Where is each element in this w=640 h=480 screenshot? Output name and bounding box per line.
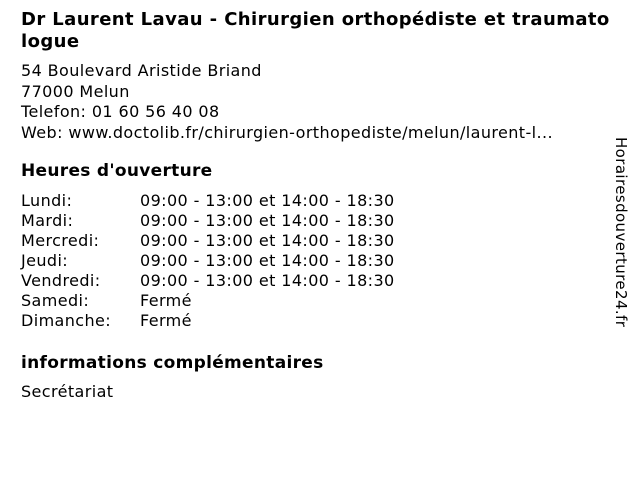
phone-number: 01 60 56 40 08 bbox=[91, 102, 220, 121]
day-label: Mercredi: bbox=[21, 231, 100, 250]
phone-line: Telefon: 01 60 56 40 08 bbox=[21, 102, 553, 123]
web-label: Web: bbox=[21, 122, 63, 142]
day-label: Samedi: bbox=[21, 291, 90, 310]
day-hours: 09:00 - 13:00 et 14:00 - 18:30 bbox=[140, 251, 395, 270]
hours-row-wednesday: Mercredi: 09:00 - 13:00 et 14:00 - 18:30 bbox=[21, 231, 395, 251]
day-hours: 09:00 - 13:00 et 14:00 - 18:30 bbox=[140, 191, 395, 210]
web-line: Web: www.doctolib.fr/chirurgien-orthoped… bbox=[21, 123, 553, 144]
extra-info-text: Secrétariat bbox=[21, 382, 114, 401]
day-hours: Fermé bbox=[140, 291, 192, 310]
hours-row-tuesday: Mardi: 09:00 - 13:00 et 14:00 - 18:30 bbox=[21, 211, 395, 231]
hours-row-monday: Lundi: 09:00 - 13:00 et 14:00 - 18:30 bbox=[21, 191, 395, 211]
day-label: Jeudi: bbox=[21, 251, 69, 270]
day-hours: 09:00 - 13:00 et 14:00 - 18:30 bbox=[140, 231, 395, 250]
website-url[interactable]: www.doctolib.fr/chirurgien-orthopediste/… bbox=[68, 122, 553, 142]
day-hours: 09:00 - 13:00 et 14:00 - 18:30 bbox=[140, 211, 395, 230]
day-label: Lundi: bbox=[21, 191, 73, 210]
hours-heading: Heures d'ouverture bbox=[21, 161, 213, 181]
day-label: Mardi: bbox=[21, 211, 74, 230]
page-title: Dr Laurent Lavau - Chirurgien orthopédis… bbox=[21, 9, 610, 52]
address-line-2: 77000 Melun bbox=[21, 81, 130, 101]
extra-info-heading: informations complémentaires bbox=[21, 353, 324, 373]
day-label: Vendredi: bbox=[21, 271, 101, 290]
day-hours: 09:00 - 13:00 et 14:00 - 18:30 bbox=[140, 271, 395, 290]
hours-table: Lundi: 09:00 - 13:00 et 14:00 - 18:30 Ma… bbox=[21, 191, 395, 331]
address-line-1: 54 Boulevard Aristide Briand bbox=[21, 61, 262, 80]
watermark-site-name: Horairesdouverture24.fr bbox=[612, 137, 630, 328]
hours-row-thursday: Jeudi: 09:00 - 13:00 et 14:00 - 18:30 bbox=[21, 251, 395, 271]
contact-block: 54 Boulevard Aristide Briand 77000 Melun… bbox=[21, 61, 553, 143]
day-hours: Fermé bbox=[140, 311, 192, 330]
hours-row-sunday: Dimanche: Fermé bbox=[21, 311, 395, 331]
phone-label: Telefon: bbox=[21, 102, 87, 121]
hours-row-friday: Vendredi: 09:00 - 13:00 et 14:00 - 18:30 bbox=[21, 271, 395, 291]
day-label: Dimanche: bbox=[21, 311, 112, 330]
hours-row-saturday: Samedi: Fermé bbox=[21, 291, 395, 311]
